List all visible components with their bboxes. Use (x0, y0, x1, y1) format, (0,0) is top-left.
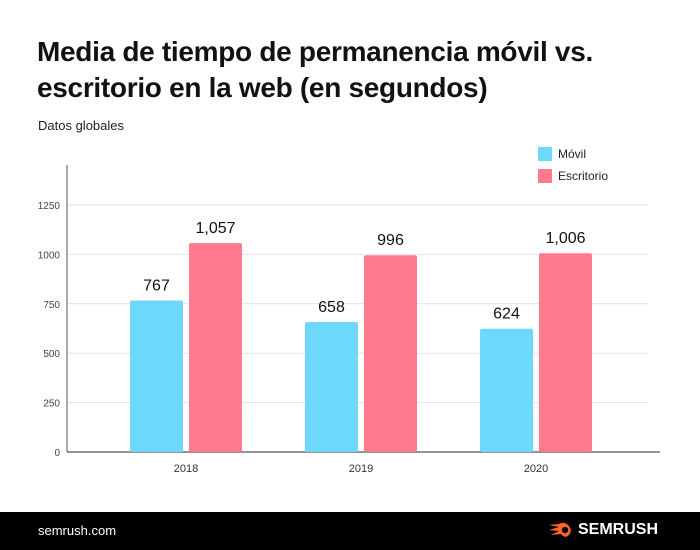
semrush-flame-icon (548, 522, 571, 537)
chart-subtitle: Datos globales (38, 118, 124, 133)
legend-label: Móvil (558, 147, 586, 161)
bar-móvil-2019 (305, 321, 358, 452)
y-tick-label: 1250 (38, 201, 61, 212)
data-label: 996 (377, 232, 404, 249)
brand-name: SEMRUSH (577, 521, 658, 538)
bar-móvil-2018 (130, 300, 183, 452)
y-tick-label: 1000 (38, 250, 61, 261)
x-tick-label: 2019 (349, 463, 373, 475)
data-label: 624 (493, 306, 520, 323)
y-tick-label: 0 (54, 448, 60, 459)
bar-escritorio-2018 (189, 243, 242, 452)
data-label: 767 (143, 277, 170, 294)
y-tick-label: 250 (43, 399, 60, 410)
legend-swatch (538, 147, 552, 161)
data-label: 1,006 (545, 230, 585, 247)
legend-label: Escritorio (558, 169, 608, 183)
y-tick-label: 750 (43, 300, 60, 311)
x-tick-label: 2020 (524, 463, 548, 475)
chart-title: Media de tiempo de permanencia móvil vs.… (37, 36, 593, 103)
legend-swatch (538, 169, 552, 183)
x-tick-label: 2018 (174, 463, 198, 475)
bar-chart: 0 250 500 750 1000 1250 767 1,057 2018 658 996 2019… (38, 147, 660, 475)
y-tick-label: 500 (43, 349, 60, 360)
semrush-logo: SEMRUSH (548, 521, 658, 539)
bar-escritorio-2019 (364, 255, 417, 452)
site-link[interactable]: semrush.com (38, 523, 117, 538)
footer: semrush.com SEMRUSH (0, 512, 700, 550)
data-label: 658 (318, 299, 345, 316)
bar-móvil-2020 (480, 328, 533, 452)
data-label: 1,057 (195, 220, 235, 237)
bar-escritorio-2020 (539, 253, 592, 452)
